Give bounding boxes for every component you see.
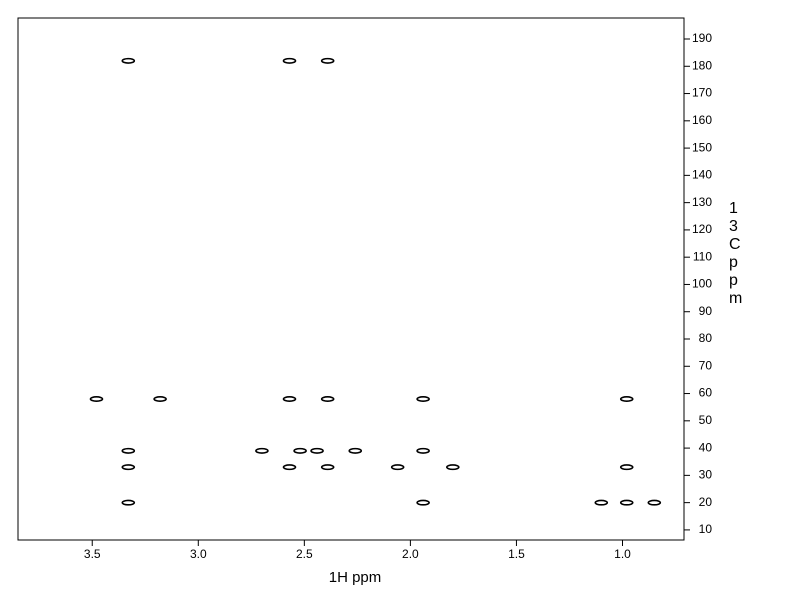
y-tick-label: 30 xyxy=(699,468,713,482)
y-axis-label: 13C ppm xyxy=(729,200,746,307)
peak xyxy=(293,447,307,454)
y-tick-label: 80 xyxy=(699,331,713,345)
plot-frame xyxy=(17,17,685,541)
y-tick-label: 130 xyxy=(692,195,712,209)
peak xyxy=(416,395,430,402)
x-tick-label: 2.0 xyxy=(402,547,419,561)
peak xyxy=(390,464,405,471)
x-tick-label: 1.5 xyxy=(508,547,525,561)
peak xyxy=(121,464,136,471)
x-tick-label: 3.5 xyxy=(84,547,101,561)
peak xyxy=(619,395,634,402)
peak xyxy=(320,464,335,471)
y-tick-label: 60 xyxy=(699,386,713,400)
y-tick-label: 140 xyxy=(692,168,712,182)
y-tick-label: 180 xyxy=(692,58,712,72)
y-tick-label: 160 xyxy=(692,113,712,127)
y-tick-label: 70 xyxy=(699,358,713,372)
x-tick-label: 1.0 xyxy=(614,547,631,561)
peak xyxy=(153,395,167,402)
y-tick-label: 90 xyxy=(699,304,713,318)
peak xyxy=(619,464,634,471)
peak xyxy=(89,395,104,402)
peak xyxy=(416,499,430,506)
peak xyxy=(121,447,136,454)
peak xyxy=(619,499,634,506)
peak xyxy=(348,447,363,454)
peak xyxy=(647,499,662,506)
peak xyxy=(310,447,324,454)
peak xyxy=(282,395,297,402)
y-tick-label: 50 xyxy=(699,413,713,427)
peak xyxy=(320,395,335,402)
peak xyxy=(320,57,335,64)
y-tick-label: 170 xyxy=(692,86,712,100)
x-axis-label: 1H ppm xyxy=(329,569,382,586)
y-tick-label: 150 xyxy=(692,140,712,154)
peak xyxy=(446,464,460,471)
y-tick-label: 20 xyxy=(699,495,713,509)
peak xyxy=(121,499,136,506)
y-tick-label: 190 xyxy=(692,31,712,45)
peak xyxy=(594,499,609,506)
peak xyxy=(282,57,297,64)
y-tick-label: 40 xyxy=(699,440,713,454)
y-tick-label: 10 xyxy=(699,522,713,536)
peak xyxy=(255,447,269,454)
peak xyxy=(416,447,430,454)
peak xyxy=(121,57,136,64)
y-tick-label: 100 xyxy=(692,277,712,291)
peak xyxy=(282,464,297,471)
x-tick-label: 2.5 xyxy=(296,547,313,561)
y-tick-label: 120 xyxy=(692,222,712,236)
y-tick-label: 110 xyxy=(693,249,712,263)
x-tick-label: 3.0 xyxy=(190,547,207,561)
